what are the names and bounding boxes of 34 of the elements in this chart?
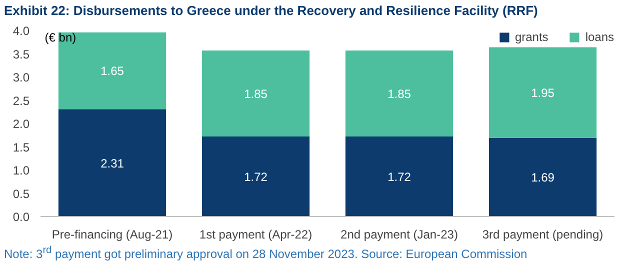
bar [345, 136, 454, 216]
text: Note: 3$^{rd}$ payment got preliminary approval on 28 November 2023. Source: European Commission [4, 244, 528, 263]
y-tick-label: 2.5 [12, 94, 30, 108]
data-label: 1.72 [388, 170, 412, 184]
data-label: 2.31 [100, 156, 124, 170]
y-axis-title: (€ bn) [44, 30, 76, 44]
legend-label: loans [585, 30, 614, 44]
bar [202, 50, 310, 137]
y-tick-label: 0.5 [12, 186, 30, 201]
y-tick-label: 3.5 [12, 47, 30, 62]
y-tick-label: 2.0 [12, 117, 30, 131]
data-label: 1.85 [244, 87, 268, 102]
y-tick-label: 1.5 [12, 140, 30, 154]
data-label: 1.95 [531, 86, 555, 100]
chart-title: Exhibit 22: Disbursements to Greece under the Recovery and Resilience Facility (RRF) [4, 2, 616, 24]
bar [345, 50, 454, 137]
data-label: 1.85 [388, 87, 412, 102]
bar [58, 109, 166, 216]
legend-label: grants [514, 30, 548, 44]
y-tick-label: 3.0 [12, 70, 30, 84]
bar [488, 47, 597, 138]
bar [202, 136, 310, 216]
x-tick-label: 3rd payment (pending) [482, 228, 604, 242]
bar [488, 138, 597, 216]
data-label: 1.69 [531, 170, 555, 185]
x-tick-label: Pre-financing (Aug-21) [52, 228, 173, 242]
bar [58, 32, 166, 110]
data-label: 1.65 [100, 64, 124, 78]
x-tick-label: 2nd payment (Jan-23) [340, 228, 458, 242]
x-tick-label: 1st payment (Apr-22) [199, 228, 312, 242]
data-label: 1.72 [244, 170, 268, 184]
y-tick-label: 0.0 [12, 210, 30, 224]
y-tick-label: 4.0 [12, 24, 30, 38]
y-tick-label: 1.0 [12, 164, 30, 178]
